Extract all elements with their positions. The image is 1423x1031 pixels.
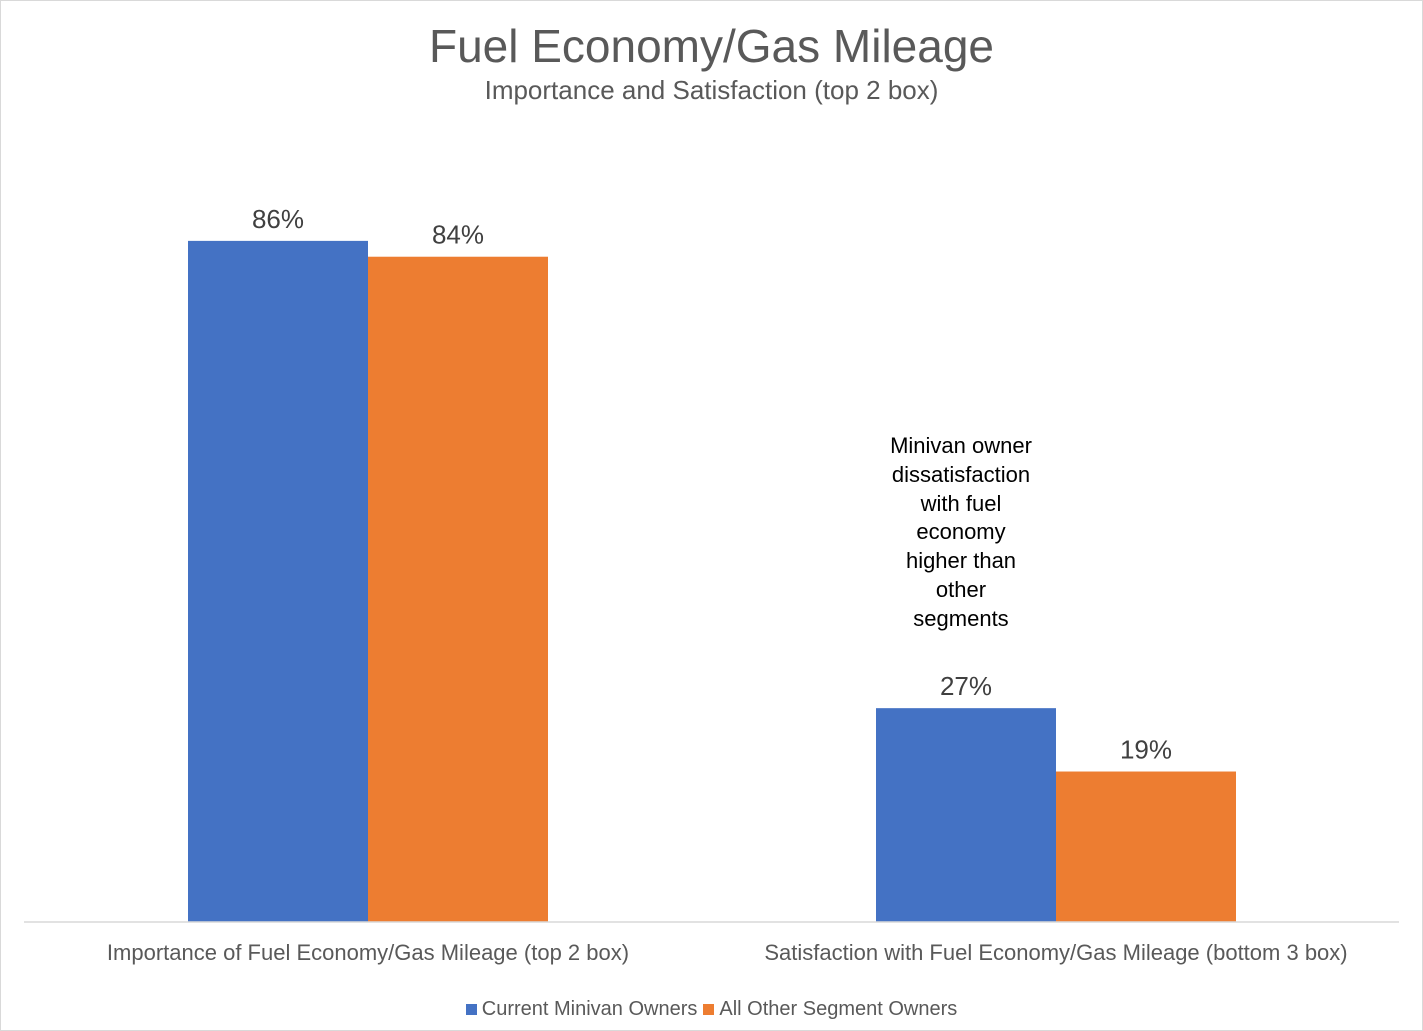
- data-label: 84%: [432, 220, 484, 250]
- annotation-line: economy: [916, 519, 1006, 545]
- data-label: 86%: [252, 204, 304, 234]
- bar-current-minivan-owners-0: [188, 240, 368, 922]
- bar-all-other-segment-owners-1: [1056, 771, 1236, 922]
- data-label: 19%: [1120, 735, 1172, 765]
- legend-swatch-blue: [465, 1004, 477, 1015]
- x-tick-label: Importance of Fuel Economy/Gas Mileage (…: [107, 940, 629, 965]
- annotation-callout: Minivan owner dissatisfaction with fuel …: [861, 432, 1061, 634]
- annotation-line: with fuel: [920, 490, 1002, 516]
- chart-legend: Current Minivan Owners All Other Segment…: [0, 998, 1423, 1021]
- annotation-line: Minivan owner: [890, 433, 1032, 458]
- legend-label: All Other Segment Owners: [719, 998, 958, 1020]
- bar-all-other-segment-owners-0: [368, 256, 548, 923]
- chart-title: Fuel Economy/Gas Mileage: [428, 20, 995, 72]
- annotation-line: higher than: [905, 548, 1017, 574]
- annotation-line: other: [935, 576, 987, 602]
- bar-current-minivan-owners-1: [876, 708, 1056, 922]
- annotation-line: dissatisfaction: [891, 461, 1031, 487]
- legend-item-current-minivan-owners: Current Minivan Owners: [465, 998, 698, 1021]
- legend-swatch-orange: [703, 1004, 715, 1015]
- legend-label: Current Minivan Owners: [481, 998, 698, 1020]
- chart-subtitle: Importance and Satisfaction (top 2 box): [484, 75, 939, 105]
- x-tick-label: Satisfaction with Fuel Economy/Gas Milea…: [764, 940, 1347, 965]
- legend-item-all-other-segment-owners: All Other Segment Owners: [703, 998, 957, 1021]
- data-label: 27%: [940, 671, 992, 701]
- annotation-line: segments: [913, 605, 1009, 631]
